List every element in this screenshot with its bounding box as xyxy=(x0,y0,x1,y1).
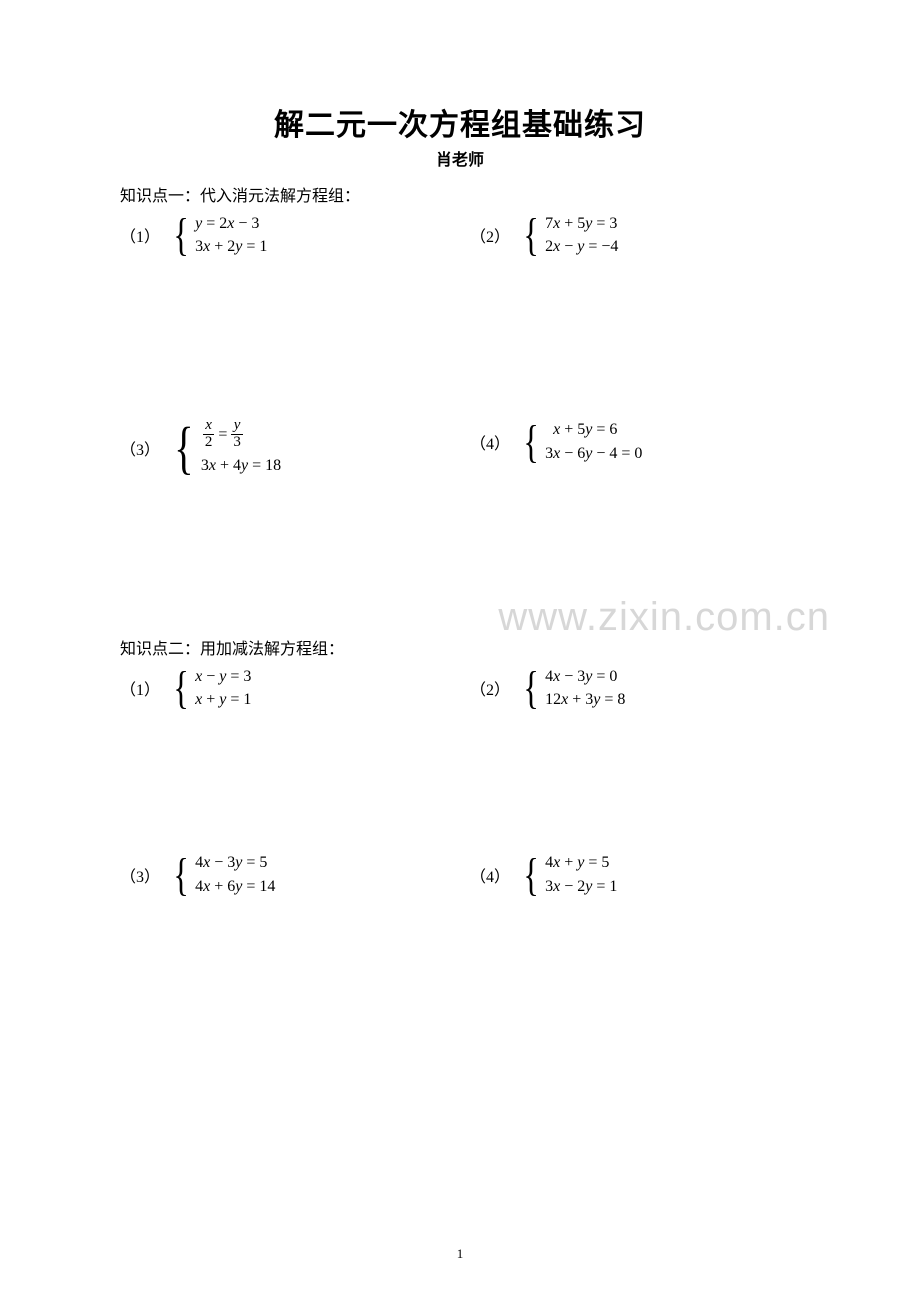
brace-icon: { xyxy=(523,212,538,258)
equations: 4x − 3y = 0 12x + 3y = 8 xyxy=(545,665,625,711)
workspace-gap xyxy=(120,258,800,418)
eq-line: 4x + 6y = 14 xyxy=(195,875,275,898)
problem-2-3: （3） { 4x − 3y = 5 4x + 6y = 14 xyxy=(120,851,460,897)
equation-system: { 4x − 3y = 0 12x + 3y = 8 xyxy=(520,665,625,711)
numerator: x xyxy=(203,418,214,434)
problem-number: （1） xyxy=(120,223,164,247)
numerator: y xyxy=(232,418,243,434)
denominator: 3 xyxy=(231,434,243,451)
brace-icon: { xyxy=(523,852,538,898)
page-subtitle: 肖老师 xyxy=(120,146,800,170)
section2-row2: （3） { 4x − 3y = 5 4x + 6y = 14 （4） { 4x … xyxy=(120,851,800,897)
equations: x 2 = y 3 3x + 4y = 18 xyxy=(201,418,281,477)
equations: x − y = 3 x + y = 1 xyxy=(195,665,251,711)
eq-line: 3x − 2y = 1 xyxy=(545,875,617,898)
section1-heading: 知识点一：代入消元法解方程组： xyxy=(120,182,800,206)
equals: = xyxy=(218,423,227,446)
section1-row1: （1） { y = 2x − 3 3x + 2y = 1 （2） { 7x + … xyxy=(120,212,800,258)
equation-system: { x + 5y = 6 3x − 6y − 4 = 0 xyxy=(520,418,642,464)
eq-line: x + y = 1 xyxy=(195,688,251,711)
watermark-text: www.zixin.com.cn xyxy=(498,595,830,640)
brace-icon: { xyxy=(173,212,188,258)
equation-system: { 4x − 3y = 5 4x + 6y = 14 xyxy=(170,851,275,897)
eq-line: 3x + 4y = 18 xyxy=(201,454,281,477)
eq-line: 3x − 6y − 4 = 0 xyxy=(545,442,642,465)
workspace-gap xyxy=(120,711,800,851)
eq-line: 4x + y = 5 xyxy=(545,851,617,874)
problem-1-2: （2） { 7x + 5y = 3 2x − y = −4 xyxy=(460,212,800,258)
document-page: 解二元一次方程组基础练习 肖老师 知识点一：代入消元法解方程组： （1） { y… xyxy=(0,0,920,1302)
equations: 4x − 3y = 5 4x + 6y = 14 xyxy=(195,851,275,897)
problem-number: （2） xyxy=(470,676,514,700)
problem-2-4: （4） { 4x + y = 5 3x − 2y = 1 xyxy=(460,851,800,897)
eq-line: x 2 = y 3 xyxy=(201,418,281,451)
brace-icon: { xyxy=(174,419,193,477)
problem-1-4: （4） { x + 5y = 6 3x − 6y − 4 = 0 xyxy=(460,418,800,464)
eq-line: 4x − 3y = 0 xyxy=(545,665,625,688)
equation-system: { x − y = 3 x + y = 1 xyxy=(170,665,251,711)
problem-number: （2） xyxy=(470,223,514,247)
page-title: 解二元一次方程组基础练习 xyxy=(120,100,800,144)
equation-system: { 7x + 5y = 3 2x − y = −4 xyxy=(520,212,618,258)
equation-system: { y = 2x − 3 3x + 2y = 1 xyxy=(170,212,267,258)
section1-row2: （3） { x 2 = y 3 3x + 4y xyxy=(120,418,800,477)
eq-line: x − y = 3 xyxy=(195,665,251,688)
brace-icon: { xyxy=(173,852,188,898)
eq-line: 12x + 3y = 8 xyxy=(545,688,625,711)
problem-1-3: （3） { x 2 = y 3 3x + 4y xyxy=(120,418,460,477)
equations: 4x + y = 5 3x − 2y = 1 xyxy=(545,851,617,897)
problem-2-2: （2） { 4x − 3y = 0 12x + 3y = 8 xyxy=(460,665,800,711)
problem-number: （4） xyxy=(470,430,514,454)
problem-1-1: （1） { y = 2x − 3 3x + 2y = 1 xyxy=(120,212,460,258)
brace-icon: { xyxy=(523,665,538,711)
problem-number: （4） xyxy=(470,863,514,887)
denominator: 2 xyxy=(203,434,215,451)
brace-icon: { xyxy=(173,665,188,711)
eq-line: 7x + 5y = 3 xyxy=(545,212,618,235)
equations: y = 2x − 3 3x + 2y = 1 xyxy=(195,212,267,258)
page-number: 1 xyxy=(0,1246,920,1262)
eq-line: y = 2x − 3 xyxy=(195,212,267,235)
problem-number: （3） xyxy=(120,436,164,460)
eq-line: 4x − 3y = 5 xyxy=(195,851,275,874)
equations: 7x + 5y = 3 2x − y = −4 xyxy=(545,212,618,258)
eq-line: 2x − y = −4 xyxy=(545,235,618,258)
equation-system: { x 2 = y 3 3x + 4y = 18 xyxy=(170,418,281,477)
section2-row1: （1） { x − y = 3 x + y = 1 （2） { 4x − 3y … xyxy=(120,665,800,711)
equations: x + 5y = 6 3x − 6y − 4 = 0 xyxy=(545,418,642,464)
fraction: x 2 xyxy=(203,418,215,451)
problem-number: （3） xyxy=(120,863,164,887)
brace-icon: { xyxy=(523,419,538,465)
problem-number: （1） xyxy=(120,676,164,700)
equation-system: { 4x + y = 5 3x − 2y = 1 xyxy=(520,851,617,897)
fraction: y 3 xyxy=(231,418,243,451)
eq-line: 3x + 2y = 1 xyxy=(195,235,267,258)
eq-line: x + 5y = 6 xyxy=(545,418,642,441)
problem-2-1: （1） { x − y = 3 x + y = 1 xyxy=(120,665,460,711)
